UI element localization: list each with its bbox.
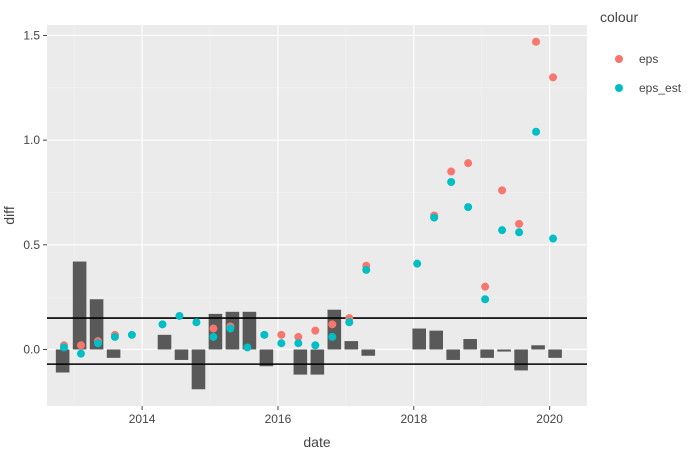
bar bbox=[89, 299, 104, 350]
legend: colour eps eps_est bbox=[600, 9, 682, 95]
point-eps_est bbox=[277, 339, 286, 348]
point-eps bbox=[464, 159, 473, 168]
bar bbox=[157, 334, 172, 350]
bar bbox=[531, 345, 545, 350]
legend-marker-eps bbox=[615, 55, 623, 63]
point-eps_est bbox=[93, 339, 102, 348]
point-eps_est bbox=[430, 213, 439, 222]
point-eps_est bbox=[158, 320, 167, 329]
legend-items: eps eps_est bbox=[615, 52, 682, 95]
point-eps_est bbox=[226, 324, 235, 333]
point-eps_est bbox=[243, 343, 252, 352]
point-eps bbox=[447, 167, 456, 176]
x-tick-label: 2016 bbox=[265, 412, 292, 426]
point-eps bbox=[294, 332, 303, 341]
bar bbox=[361, 349, 376, 356]
point-eps_est bbox=[464, 203, 473, 212]
point-eps_est bbox=[175, 311, 184, 320]
bar bbox=[514, 349, 528, 371]
bar bbox=[327, 309, 342, 350]
point-eps_est bbox=[532, 127, 541, 136]
bar bbox=[429, 330, 443, 350]
x-tick-label: 2014 bbox=[129, 412, 156, 426]
reference-lines bbox=[47, 317, 587, 365]
point-eps_est bbox=[260, 330, 269, 339]
point-eps_est bbox=[345, 318, 354, 327]
x-tick-label: 2020 bbox=[536, 412, 563, 426]
y-tick-label: 0.5 bbox=[23, 238, 40, 252]
bar bbox=[548, 349, 562, 358]
point-eps_est bbox=[328, 332, 337, 341]
bar bbox=[174, 349, 189, 360]
point-eps bbox=[76, 341, 85, 350]
point-eps_est bbox=[110, 332, 119, 341]
bar bbox=[293, 349, 308, 375]
point-eps bbox=[328, 320, 337, 329]
bar bbox=[242, 311, 257, 350]
point-eps bbox=[549, 73, 558, 82]
axes: 2014 2016 2018 2020 0.0 0.5 1.0 1.5 bbox=[23, 28, 563, 426]
bar bbox=[480, 349, 494, 358]
point-eps_est bbox=[311, 341, 320, 350]
legend-label-eps: eps bbox=[639, 52, 658, 66]
bar bbox=[72, 261, 87, 350]
point-eps_est bbox=[127, 330, 136, 339]
bar bbox=[497, 349, 511, 352]
bar bbox=[259, 349, 274, 367]
bar bbox=[446, 349, 460, 360]
bar bbox=[191, 349, 206, 390]
bar bbox=[106, 349, 121, 358]
bar bbox=[55, 349, 70, 373]
legend-label-eps_est: eps_est bbox=[639, 81, 682, 95]
y-tick-label: 1.5 bbox=[23, 28, 40, 42]
point-eps bbox=[532, 37, 541, 46]
point-eps_est bbox=[549, 234, 558, 243]
x-tick-label: 2018 bbox=[400, 412, 427, 426]
y-axis-title: diff bbox=[1, 206, 17, 225]
bar bbox=[412, 328, 427, 350]
point-eps_est bbox=[209, 332, 218, 341]
point-eps_est bbox=[294, 339, 303, 348]
legend-marker-eps_est bbox=[615, 84, 623, 92]
point-eps_est bbox=[192, 318, 201, 327]
x-axis-title: date bbox=[303, 434, 330, 450]
point-eps bbox=[481, 282, 490, 291]
bar bbox=[344, 341, 359, 350]
point-eps_est bbox=[76, 349, 85, 358]
point-eps bbox=[515, 219, 524, 228]
point-eps_est bbox=[413, 259, 422, 268]
point-eps_est bbox=[481, 295, 490, 304]
bar bbox=[310, 349, 325, 375]
point-eps bbox=[311, 326, 320, 335]
point-eps bbox=[498, 186, 507, 195]
point-eps_est bbox=[59, 343, 68, 352]
bar bbox=[463, 339, 477, 350]
point-eps_est bbox=[447, 178, 456, 187]
point-eps_est bbox=[515, 228, 524, 237]
y-tick-label: 1.0 bbox=[23, 133, 40, 147]
point-eps_est bbox=[362, 265, 371, 274]
legend-title: colour bbox=[600, 9, 638, 25]
y-tick-label: 0.0 bbox=[23, 342, 40, 356]
point-eps bbox=[209, 324, 218, 333]
point-eps bbox=[277, 330, 286, 339]
point-series bbox=[59, 37, 558, 358]
point-eps_est bbox=[498, 226, 507, 235]
